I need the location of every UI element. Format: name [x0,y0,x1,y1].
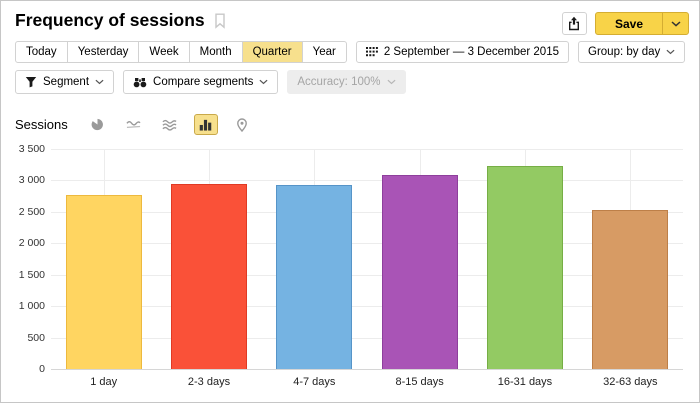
pie-chart-icon[interactable] [86,114,110,135]
bar-4-7-days[interactable] [276,184,353,369]
bar-chart-icon[interactable] [193,114,218,135]
compare-segments-label: Compare segments [153,76,254,88]
period-tab-today[interactable]: Today [15,41,68,63]
bar-cell [262,149,367,369]
bar-16-31-days[interactable] [487,165,563,369]
x-tick-label: 1 day [90,376,118,388]
gridline-h [51,211,683,213]
stacked-area-icon[interactable] [158,114,182,135]
gridline-h [51,149,683,150]
date-range-label: 2 September — 3 December 2015 [383,46,559,58]
period-tab-yesterday[interactable]: Yesterday [66,41,140,63]
filter-funnel-icon [25,76,37,88]
gridline-h [51,369,683,370]
y-tick-label: 2 500 [18,205,45,218]
plot-area [51,149,683,370]
y-tick-label: 500 [27,331,45,344]
calendar-icon [365,46,378,58]
group-by-label: Group: by day [588,46,661,58]
chevron-down-icon [666,49,675,55]
y-tick-label: 3 500 [18,143,45,155]
y-axis: 0 500 1 000 1 500 2 000 2 500 3 000 3 500 [1,143,45,375]
export-button[interactable] [561,12,587,35]
x-tick-label: 16-31 days [497,376,553,388]
period-tab-week[interactable]: Week [138,41,190,63]
accuracy-button: Accuracy: 100% [287,70,406,94]
export-icon [567,16,581,31]
line-chart-icon[interactable] [122,114,146,135]
binoculars-icon [133,77,147,88]
gridline-h [51,180,683,182]
bar-8-15-days[interactable] [381,174,458,369]
y-tick-label: 1 500 [18,268,45,281]
sessions-bar-chart: 0 500 1 000 1 500 2 000 2 500 3 000 3 500 1 day… [1,142,699,402]
bar-cell [472,149,577,369]
bar-cell [367,149,472,369]
x-tick-label: 32-63 days [603,376,658,388]
period-tab-year[interactable]: Year [301,41,347,63]
bar-cell [578,149,683,369]
period-tabs: Today Yesterday Week Month Quarter Year [15,41,347,63]
y-tick-label: 3 000 [18,174,45,187]
gridline-h [51,243,683,245]
x-tick-label: 2-3 days [187,376,231,388]
period-tab-quarter[interactable]: Quarter [241,41,303,63]
x-tick-label: 8-15 days [395,376,444,388]
chevron-down-icon [386,79,396,85]
period-toolbar: Today Yesterday Week Month Quarter Year 2 Sep… [1,41,699,63]
date-range-button[interactable]: 2 September — 3 December 2015 [355,41,569,63]
y-tick-label: 2 000 [18,237,45,250]
gridline-h [51,274,683,276]
segment-button[interactable]: Segment [15,70,115,94]
map-pin-icon[interactable] [230,114,254,135]
page-title: Frequency of sessions [15,10,205,30]
bookmark-icon[interactable] [214,13,226,29]
gridline-h [51,337,683,339]
segment-label: Segment [43,76,90,88]
y-tick-label: 0 [39,363,45,375]
chevron-down-icon [670,20,681,27]
metric-label: Sessions [15,117,68,132]
save-split-button: Save [594,12,689,35]
gridline-h [51,306,683,308]
bar-1-day[interactable] [65,194,142,369]
x-tick-label: 4-7 days [293,376,336,388]
report-header: Frequency of sessions Save [1,1,699,35]
chart-header: Sessions [1,114,699,135]
x-axis: 1 day 2-3 days 4-7 days 8-15 days 16-31 days… [51,376,683,388]
chevron-down-icon [259,79,268,85]
bar-cell [51,149,156,369]
chevron-down-icon [95,79,104,85]
compare-segments-button[interactable]: Compare segments [123,70,279,94]
bar-cell [156,149,261,369]
y-tick-label: 1 000 [18,300,45,313]
group-by-button[interactable]: Group: by day [578,41,686,63]
bars [51,149,683,369]
save-dropdown-button[interactable] [662,13,688,34]
period-tab-month[interactable]: Month [188,41,243,63]
save-button[interactable]: Save [596,13,662,34]
bar-32-63-days[interactable] [592,209,669,369]
segment-toolbar: Segment Compare segments Accu [1,70,699,94]
bar-2-3-days[interactable] [171,183,247,369]
accuracy-label: Accuracy: 100% [297,76,381,88]
